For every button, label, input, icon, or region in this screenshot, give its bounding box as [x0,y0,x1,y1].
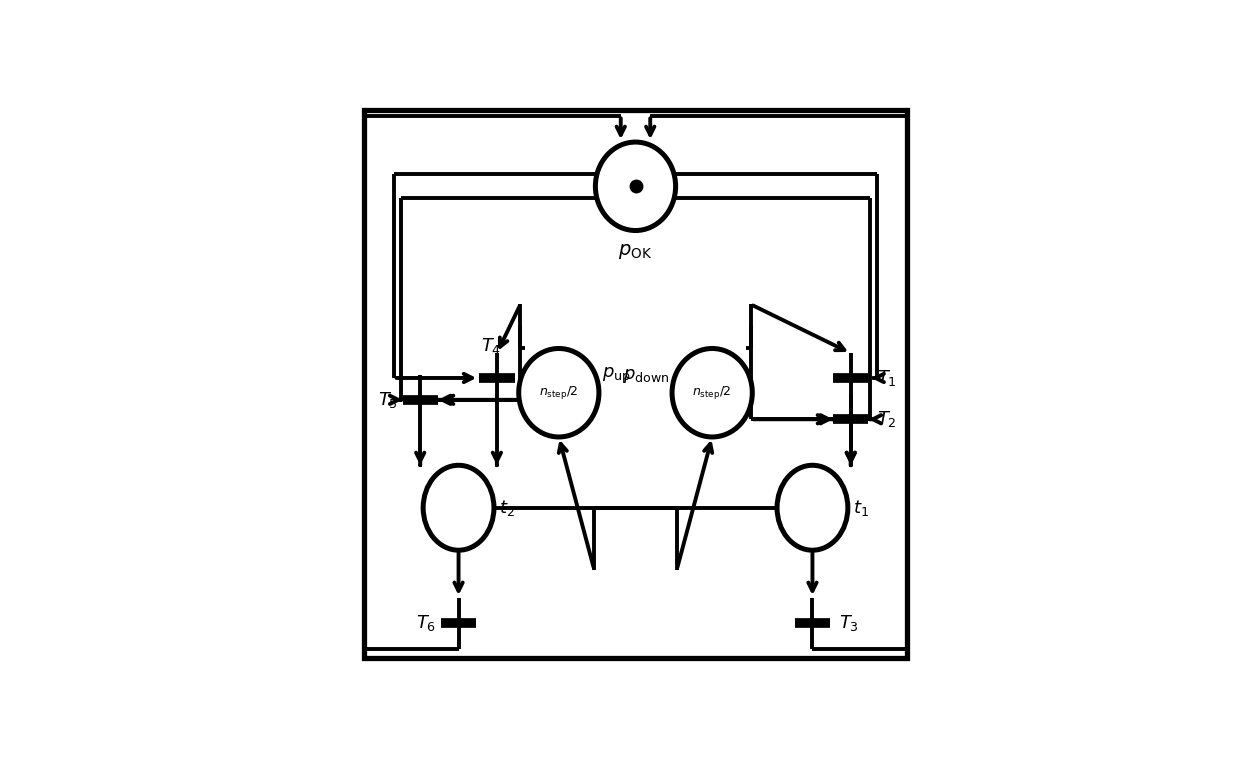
Text: $T_3$: $T_3$ [839,613,859,633]
Text: $t_2$: $t_2$ [498,498,515,518]
Ellipse shape [672,349,753,437]
Text: $p_{\rm down}$: $p_{\rm down}$ [622,367,670,385]
Ellipse shape [595,142,676,231]
Ellipse shape [423,465,494,550]
Text: $p_{\rm OK}$: $p_{\rm OK}$ [619,241,652,260]
Text: $t_1$: $t_1$ [853,498,868,518]
Text: $n_{\rm step}/2$: $n_{\rm step}/2$ [539,385,579,401]
Text: $p_{\rm up}$: $p_{\rm up}$ [601,366,631,386]
Ellipse shape [518,349,599,437]
Text: $T_5$: $T_5$ [378,390,398,410]
Text: $n_{\rm step}/2$: $n_{\rm step}/2$ [692,385,732,401]
Text: $T_6$: $T_6$ [415,613,436,633]
Text: $T_2$: $T_2$ [878,409,897,429]
Ellipse shape [777,465,848,550]
Text: $T_4$: $T_4$ [481,336,501,355]
Text: $T_1$: $T_1$ [878,368,898,388]
